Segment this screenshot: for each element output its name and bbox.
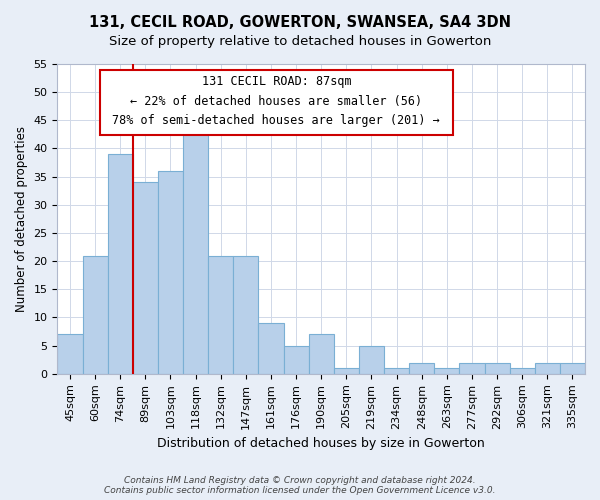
Bar [58,334,83,374]
Text: Size of property relative to detached houses in Gowerton: Size of property relative to detached ho… [109,35,491,48]
Bar [284,346,308,374]
Bar [485,362,509,374]
Bar [83,256,107,374]
Text: Contains HM Land Registry data © Crown copyright and database right 2024.
Contai: Contains HM Land Registry data © Crown c… [104,476,496,495]
Bar [183,132,208,374]
Bar [509,368,535,374]
Text: 78% of semi-detached houses are larger (201) →: 78% of semi-detached houses are larger (… [112,114,440,128]
Bar [535,362,560,374]
Text: ← 22% of detached houses are smaller (56): ← 22% of detached houses are smaller (56… [130,95,422,108]
Bar [409,362,434,374]
Text: 131 CECIL ROAD: 87sqm: 131 CECIL ROAD: 87sqm [202,76,351,88]
Bar [158,171,183,374]
Bar [359,346,384,374]
Bar [133,182,158,374]
Bar [384,368,409,374]
Bar [259,323,284,374]
Bar [308,334,334,374]
Bar [208,256,233,374]
Y-axis label: Number of detached properties: Number of detached properties [15,126,28,312]
Bar [107,154,133,374]
FancyBboxPatch shape [100,70,453,136]
Bar [560,362,585,374]
Bar [434,368,460,374]
Bar [334,368,359,374]
Text: 131, CECIL ROAD, GOWERTON, SWANSEA, SA4 3DN: 131, CECIL ROAD, GOWERTON, SWANSEA, SA4 … [89,15,511,30]
Bar [460,362,485,374]
Bar [233,256,259,374]
X-axis label: Distribution of detached houses by size in Gowerton: Distribution of detached houses by size … [157,437,485,450]
